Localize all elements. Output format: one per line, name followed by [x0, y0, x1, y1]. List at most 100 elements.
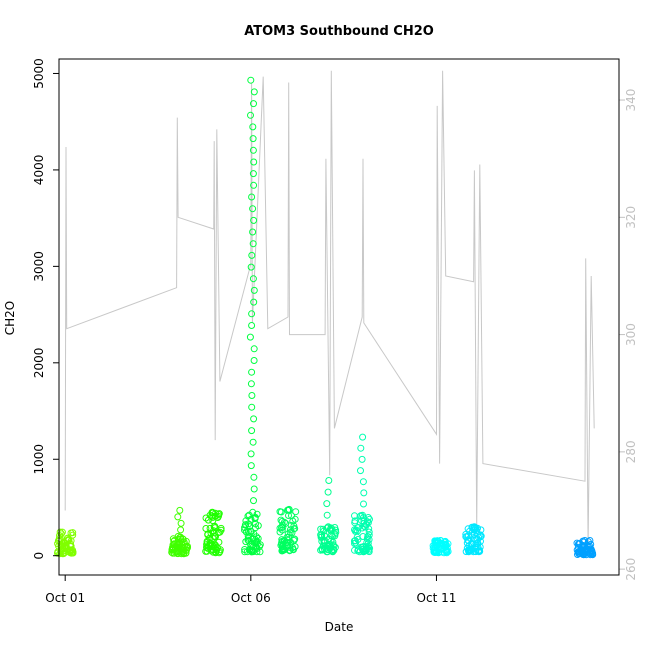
data-point [57, 530, 65, 538]
data-point [364, 533, 372, 540]
data-point [247, 380, 255, 388]
data-point [248, 368, 256, 376]
data-point [176, 533, 184, 541]
data-point [324, 523, 332, 531]
data-point [217, 526, 225, 534]
y-tick-label: 4000 [32, 155, 46, 186]
data-point [249, 508, 257, 516]
data-point [241, 524, 249, 532]
data-point [176, 545, 184, 553]
data-point [323, 548, 331, 556]
data-point [246, 333, 254, 341]
y2-tick-label: 300 [624, 323, 638, 346]
data-point [177, 526, 185, 534]
data-point [242, 517, 250, 525]
data-point [323, 500, 331, 508]
data-point [248, 427, 256, 435]
data-point [277, 516, 285, 524]
y-tick-label: 2000 [32, 348, 46, 379]
data-point [247, 111, 254, 119]
data-point [67, 537, 75, 545]
data-point [250, 88, 258, 96]
data-point [202, 525, 210, 532]
data-point [357, 467, 364, 475]
data-point [364, 539, 372, 547]
data-point [324, 488, 332, 496]
data-point [354, 524, 362, 532]
data-point [250, 298, 258, 306]
data-point [171, 545, 179, 553]
data-point [252, 524, 259, 532]
data-point [248, 392, 256, 399]
data-point [580, 538, 588, 546]
data-point [252, 536, 260, 544]
data-point [248, 322, 256, 329]
data-point [364, 514, 372, 521]
data-point [256, 548, 264, 556]
data-point [589, 549, 597, 557]
y2-tick-label: 340 [624, 89, 638, 112]
data-point [174, 513, 182, 521]
secondary-series-line [64, 70, 595, 546]
data-point [359, 511, 366, 519]
data-point [437, 544, 445, 552]
data-point [248, 403, 256, 411]
data-point [248, 310, 256, 318]
data-point [177, 544, 184, 552]
data-point [366, 515, 373, 523]
data-point [56, 528, 64, 536]
data-point [365, 528, 373, 536]
data-point [434, 537, 442, 545]
data-point [282, 519, 290, 527]
data-point [360, 489, 368, 497]
data-point [350, 537, 358, 545]
data-point [177, 519, 185, 527]
data-point [351, 519, 359, 527]
data-point [174, 532, 182, 540]
data-point [208, 508, 216, 516]
data-point [325, 477, 333, 484]
data-point [360, 500, 367, 508]
data-point [256, 541, 264, 549]
data-point [320, 527, 328, 535]
y-axis-label: CH2O [3, 301, 17, 335]
data-point [242, 528, 250, 536]
data-point [67, 547, 74, 555]
data-point [250, 357, 258, 364]
data-point [276, 524, 284, 532]
data-point [249, 548, 257, 556]
data-point [54, 540, 62, 548]
data-point [247, 515, 255, 523]
x-tick-label: Oct 11 [417, 591, 457, 605]
data-point [249, 135, 257, 143]
data-point [575, 540, 583, 548]
data-point [292, 508, 300, 516]
data-point [171, 536, 178, 544]
data-point [470, 523, 478, 531]
data-point [431, 538, 439, 546]
data-point [351, 546, 358, 554]
data-point [242, 538, 250, 546]
data-point [290, 525, 298, 533]
data-point [359, 478, 367, 486]
data-point [317, 533, 325, 541]
data-point [250, 345, 258, 353]
data-point [321, 532, 328, 540]
data-point [289, 517, 297, 525]
data-point [67, 529, 75, 537]
data-point [429, 542, 437, 550]
data-point [250, 286, 258, 294]
data-point [168, 545, 176, 553]
data-point [352, 539, 360, 547]
data-point [476, 543, 484, 551]
data-point [180, 549, 187, 557]
data-point [332, 528, 340, 536]
data-point [358, 455, 366, 463]
data-point [471, 535, 479, 542]
data-point [249, 228, 257, 236]
data-point [250, 497, 257, 505]
data-point [279, 544, 287, 552]
x-tick-label: Oct 06 [231, 591, 271, 605]
